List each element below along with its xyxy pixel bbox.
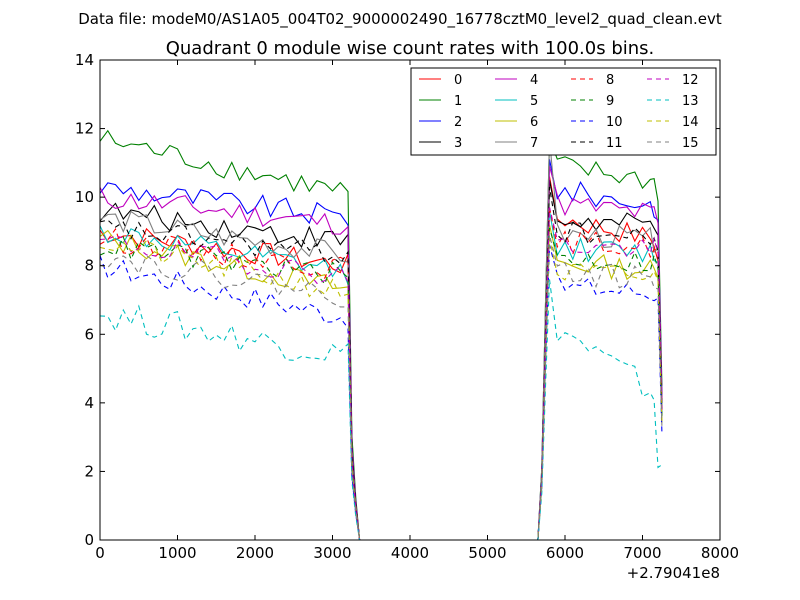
x-tick-label-8: 8000: [701, 544, 739, 562]
series-line-6: [99, 224, 663, 541]
legend-label-12: 12: [682, 73, 699, 88]
legend-label-5: 5: [530, 94, 538, 109]
x-tick-label-1: 1000: [158, 544, 196, 562]
legend-label-15: 15: [682, 136, 699, 151]
series-line-1: [99, 129, 663, 541]
series-line-14: [99, 238, 663, 541]
legend-label-4: 4: [530, 73, 538, 88]
series-line-9: [99, 227, 663, 541]
axes: 0 1000 2000 3000 4000 5000 6000 7000 80000246810…: [75, 51, 739, 562]
y-tick-label-1: 2: [84, 462, 94, 480]
legend-label-10: 10: [606, 115, 623, 130]
x-tick-label-4: 4000: [391, 544, 429, 562]
x-tick-label-3: 3000: [313, 544, 351, 562]
series-line-0: [99, 176, 663, 541]
series-lines: [99, 129, 663, 541]
y-tick-label-7: 14: [75, 51, 94, 69]
series-line-11: [99, 186, 663, 541]
legend-label-3: 3: [454, 136, 462, 151]
x-tick-label-2: 2000: [236, 544, 274, 562]
legend-label-2: 2: [454, 115, 462, 130]
legend-label-8: 8: [606, 73, 614, 88]
legend-label-11: 11: [606, 136, 623, 151]
legend-label-13: 13: [682, 94, 699, 109]
series-line-12: [99, 207, 663, 541]
series-line-8: [99, 207, 663, 541]
series-line-4: [99, 166, 663, 541]
legend-label-0: 0: [454, 73, 462, 88]
series-line-2: [99, 159, 663, 541]
x-offset-label: +2.79041e8: [627, 564, 720, 582]
x-tick-label-5: 5000: [468, 544, 506, 562]
x-tick-label-6: 6000: [546, 544, 584, 562]
legend-label-14: 14: [682, 115, 699, 130]
y-tick-label-6: 12: [75, 120, 94, 138]
legend-label-6: 6: [530, 115, 538, 130]
x-tick-label-7: 7000: [623, 544, 661, 562]
y-tick-label-2: 4: [84, 394, 94, 412]
x-tick-label-0: 0: [95, 544, 105, 562]
legend-label-1: 1: [454, 94, 462, 109]
chart-title: Quadrant 0 module wise count rates with …: [166, 38, 655, 59]
y-tick-label-4: 8: [84, 257, 94, 275]
series-line-10: [99, 244, 663, 541]
series-line-7: [99, 138, 663, 541]
series-line-15: [99, 234, 663, 541]
chart-suptitle: Data file: modeM0/AS1A05_004T02_90000024…: [78, 10, 722, 29]
legend-box: [410, 67, 717, 156]
legend-label-7: 7: [530, 136, 538, 151]
y-tick-label-3: 6: [84, 325, 94, 343]
y-tick-label-0: 0: [84, 531, 94, 549]
series-line-5: [99, 210, 663, 541]
legend-label-9: 9: [606, 94, 614, 109]
series-line-13: [99, 279, 663, 541]
y-tick-label-5: 10: [75, 188, 94, 206]
series-line-3: [99, 179, 663, 541]
